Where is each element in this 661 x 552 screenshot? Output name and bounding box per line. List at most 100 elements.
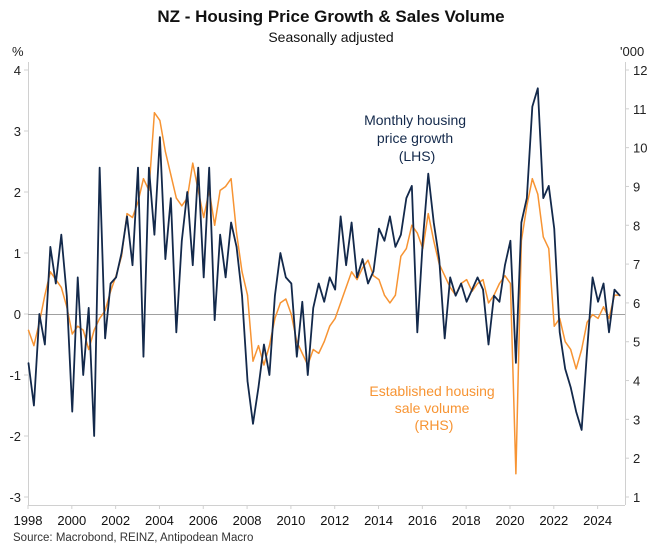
price-growth-point: [60, 234, 62, 236]
price-growth-point: [49, 246, 51, 248]
sales-volume-point: [219, 189, 221, 191]
sales-volume-point: [444, 275, 446, 277]
price-growth-point: [564, 368, 566, 370]
x-tick-label: 2014: [364, 513, 393, 528]
sales-volume-point: [334, 317, 336, 320]
sales-volume-point: [241, 271, 243, 273]
x-tick-label: 2010: [276, 513, 305, 528]
price-growth-point: [208, 167, 210, 169]
sales-volume-point: [312, 348, 314, 351]
sales-volume-point: [246, 294, 249, 296]
sales-volume-point: [340, 302, 342, 304]
sales-volume-point: [383, 294, 386, 296]
x-tick-label: 2002: [101, 513, 130, 528]
sales-volume-point: [526, 205, 528, 207]
right-tick-label: 2: [633, 451, 640, 466]
price-growth-point: [263, 343, 265, 346]
x-tick-label: 2000: [57, 513, 86, 528]
price-growth-point: [268, 374, 271, 376]
price-growth-point: [82, 374, 84, 376]
x-tick-label: 2022: [539, 513, 568, 528]
price-growth-point: [537, 87, 539, 89]
price-growth-label: Monthly housing price growth (LHS): [364, 112, 470, 164]
price-growth-point: [597, 301, 599, 303]
price-growth-point: [613, 289, 616, 291]
sales-volume-point: [170, 174, 172, 176]
x-tick-label: 2012: [320, 513, 349, 528]
price-growth-point: [444, 337, 446, 339]
price-growth-point: [482, 289, 484, 291]
price-growth-point: [93, 435, 95, 437]
sales-volume-point: [257, 345, 260, 347]
sales-volume-point: [531, 178, 533, 180]
price-growth-point: [487, 343, 490, 346]
left-tick-label: 4: [14, 63, 21, 78]
price-growth-point: [33, 404, 35, 407]
right-tick-label: 6: [633, 296, 640, 311]
price-growth-point: [334, 289, 336, 291]
price-growth-point: [372, 270, 375, 272]
chart-title: NZ - Housing Price Growth & Sales Volume: [157, 7, 504, 26]
price-growth-point: [279, 252, 281, 254]
sales-volume-point: [411, 224, 413, 226]
left-tick-label: -3: [9, 490, 21, 505]
price-growth-point: [131, 264, 134, 266]
price-growth-point: [367, 282, 369, 285]
sales-volume-point: [416, 232, 418, 234]
x-tick-label: 2016: [408, 513, 437, 528]
price-growth-point: [290, 282, 292, 285]
left-axis-unit: %: [12, 44, 24, 59]
sales-volume-point: [427, 213, 429, 215]
price-growth-point: [241, 295, 243, 297]
sales-volume-point: [181, 205, 183, 207]
sales-volume-point: [33, 345, 35, 347]
sales-volume-point: [564, 341, 566, 343]
price-growth-point: [274, 295, 276, 297]
sales-volume-point: [142, 178, 145, 180]
sales-volume-point: [159, 119, 161, 122]
sales-volume-point: [597, 317, 599, 320]
price-growth-point: [77, 276, 79, 278]
sales-volume-point: [230, 178, 232, 180]
price-growth-point: [471, 289, 473, 291]
price-growth-point: [323, 301, 325, 303]
sales-volume-point: [77, 325, 79, 327]
sales-volume-point: [602, 306, 605, 308]
price-growth-point: [38, 313, 40, 315]
right-tick-label: 9: [633, 179, 640, 194]
price-growth-point: [476, 276, 479, 278]
price-growth-point: [225, 276, 227, 278]
price-growth-point: [175, 331, 177, 333]
sales-volume-point: [285, 298, 287, 300]
sales-volume-point: [49, 271, 51, 273]
price-growth-point: [214, 319, 216, 321]
sales-volume-point: [350, 271, 353, 273]
left-tick-label: 1: [14, 246, 21, 261]
price-growth-point: [230, 221, 232, 224]
sales-volume-point: [88, 348, 90, 351]
price-growth-point: [170, 197, 172, 199]
sales-volume-point: [581, 348, 583, 351]
price-growth-point: [159, 136, 161, 138]
sales-volume-point: [608, 317, 610, 320]
price-growth-point: [71, 411, 73, 413]
right-tick-label: 4: [633, 374, 640, 389]
sales-volume-point: [498, 282, 501, 285]
price-growth-point: [570, 386, 572, 388]
sales-volume-point: [361, 267, 364, 269]
price-growth-point: [301, 301, 303, 303]
price-growth-point: [394, 246, 397, 248]
sales-volume-point: [71, 333, 73, 335]
sales-volume-point: [570, 348, 572, 351]
x-tick-label: 2018: [452, 513, 481, 528]
price-growth-point: [460, 282, 462, 285]
left-tick-label: -2: [9, 429, 21, 444]
sales-volume-point: [44, 294, 46, 296]
price-growth-point: [466, 301, 468, 303]
x-tick-label: 2006: [189, 513, 218, 528]
sales-volume-point: [329, 325, 331, 327]
price-growth-point: [509, 240, 512, 242]
sales-volume-point: [99, 317, 101, 320]
sales-volume-point: [482, 279, 484, 281]
